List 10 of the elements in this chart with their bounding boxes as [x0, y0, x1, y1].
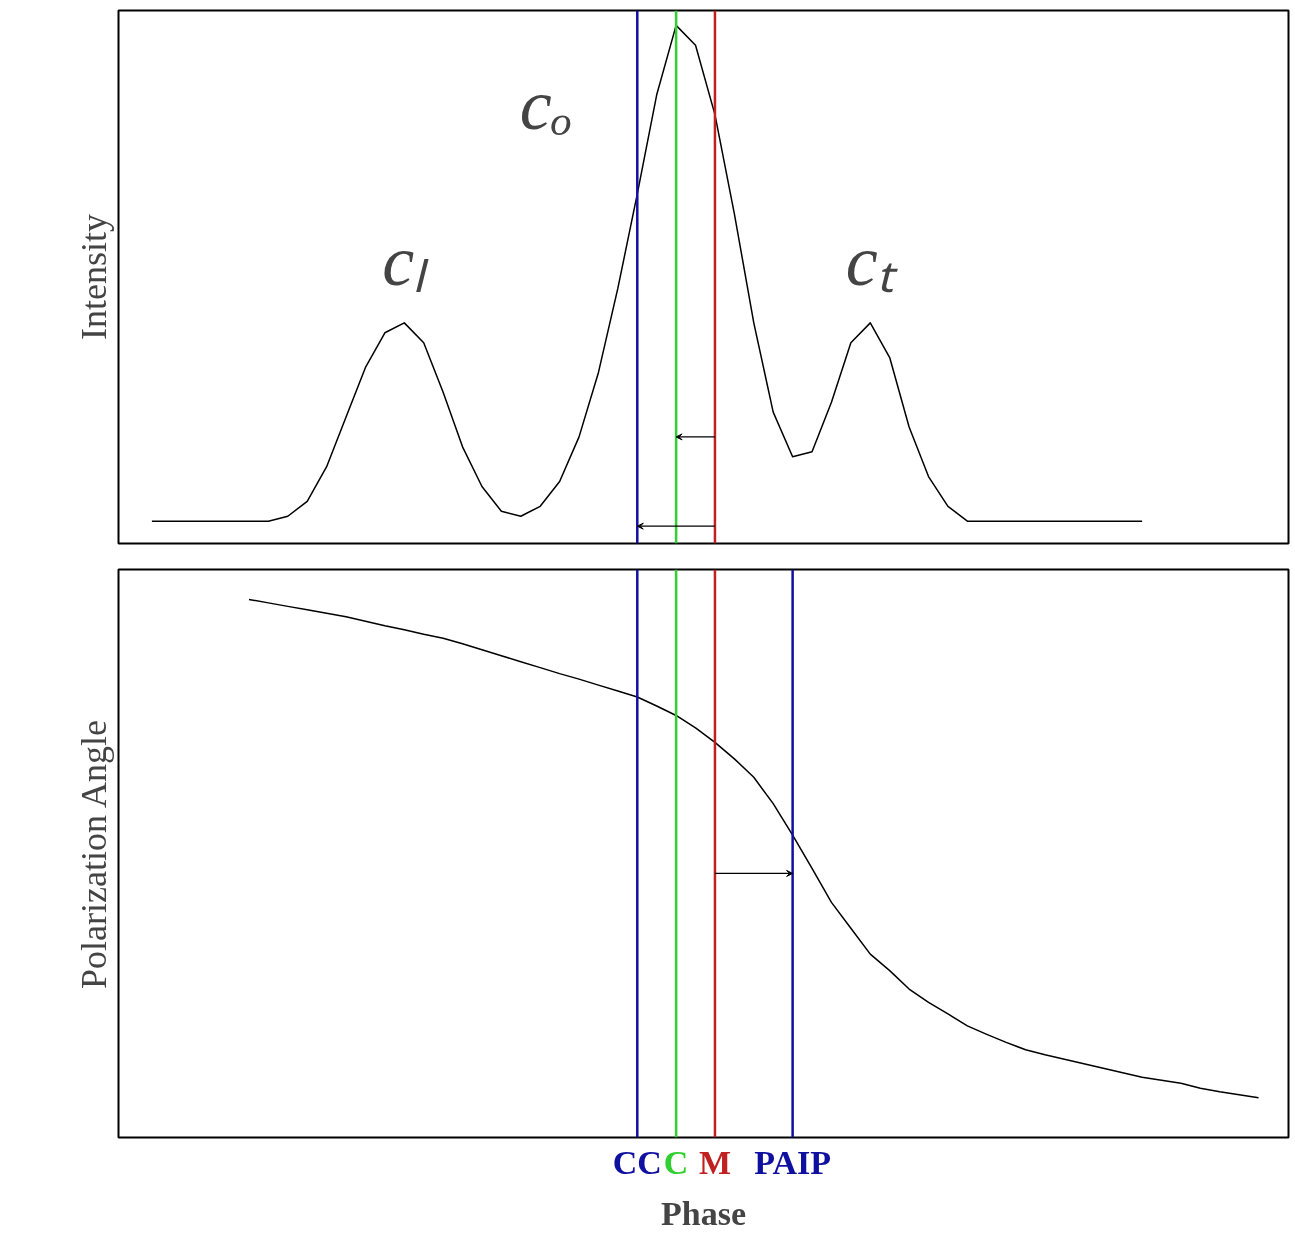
- annotation: cₜ: [845, 220, 898, 301]
- annotation: cₗ: [382, 220, 430, 301]
- x-tick-label: PAIP: [754, 1143, 832, 1181]
- x-axis-title: Phase: [661, 1194, 746, 1232]
- annotation: cₒ: [519, 65, 573, 146]
- x-tick-label: CC: [612, 1143, 662, 1181]
- y-axis-title: Intensity: [73, 214, 114, 340]
- x-tick-label: C: [663, 1143, 689, 1181]
- y-axis-title: Polarization Angle: [73, 720, 114, 989]
- x-tick-label: M: [698, 1143, 731, 1181]
